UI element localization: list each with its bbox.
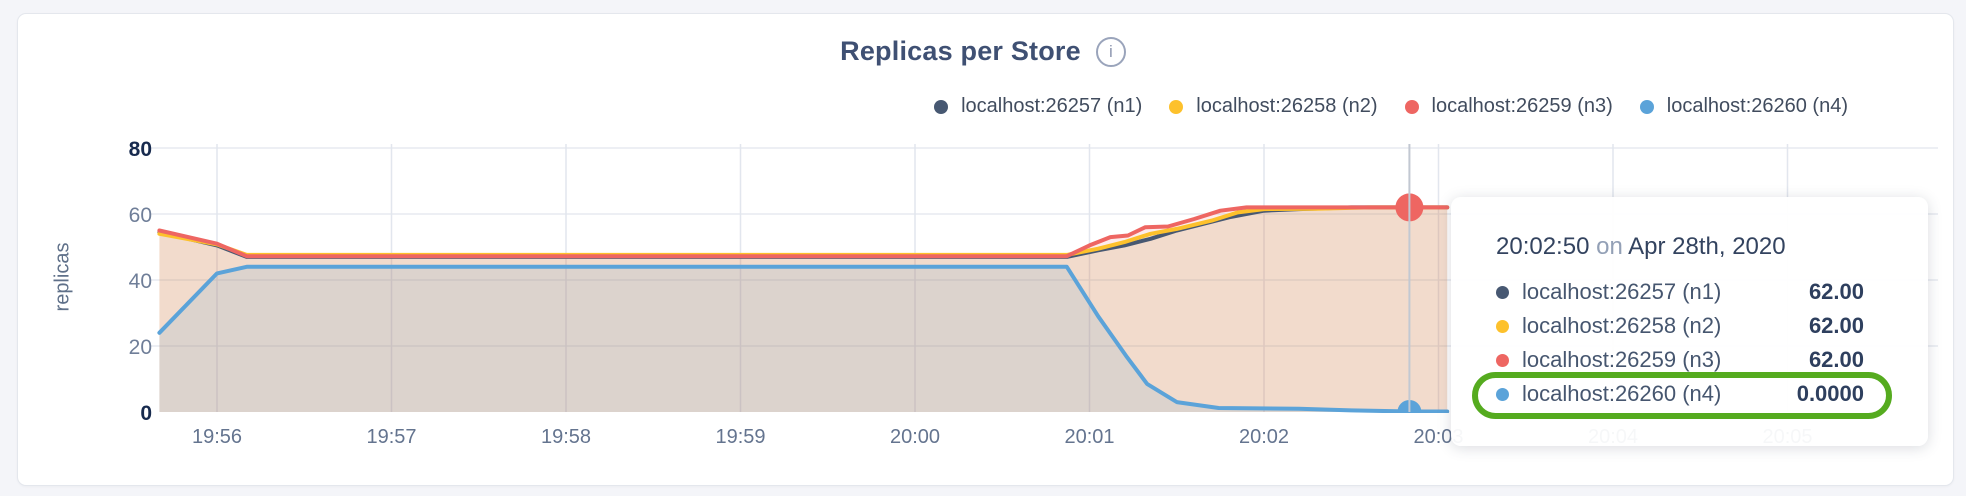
x-tick-label: 20:02 [1239, 426, 1289, 448]
x-tick-label: 20:01 [1064, 426, 1114, 448]
tooltip-series-value: 0.0000 [1796, 381, 1864, 406]
legend-item-n1[interactable]: localhost:26257 (n1) [934, 95, 1142, 118]
info-icon[interactable]: i [1095, 36, 1126, 67]
tooltip-row: localhost:26259 (n3) 62.00 [1496, 343, 1864, 377]
tooltip-time: 20:02:50 [1496, 233, 1590, 260]
x-tick-label: 19:57 [366, 426, 416, 448]
tooltip-series-value: 62.00 [1808, 313, 1864, 338]
tooltip-on-word: on [1589, 233, 1629, 260]
y-tick-label: 60 [129, 204, 152, 227]
tooltip-date: Apr 28th, 2020 [1628, 233, 1786, 260]
series-dot-icon [1496, 285, 1509, 299]
legend-dot-icon [1169, 99, 1184, 114]
series-line-n4 [157, 264, 1450, 413]
chart-header: Replicas per Store i [0, 36, 1966, 67]
legend-item-label: localhost:26257 (n1) [961, 95, 1143, 117]
tooltip-row-highlighted: localhost:26260 (n4) 0.0000 [1496, 377, 1864, 411]
y-tick-label: 80 [129, 138, 152, 161]
legend-item-label: localhost:26260 (n4) [1666, 95, 1848, 117]
chart-title: Replicas per Store [840, 36, 1081, 66]
hover-tooltip: 20:02:50 on Apr 28th, 2020 localhost:262… [1451, 197, 1928, 446]
legend-item-n3[interactable]: localhost:26259 (n3) [1404, 95, 1613, 118]
legend-item-n4[interactable]: localhost:26260 (n4) [1639, 95, 1848, 118]
x-tick-label: 20:00 [890, 426, 940, 448]
x-tick-label: 19:56 [192, 426, 242, 448]
tooltip-series-name: localhost:26260 (n4) [1522, 381, 1722, 406]
tooltip-row: localhost:26258 (n2) 62.00 [1496, 309, 1864, 343]
y-tick-label: 0 [140, 402, 152, 425]
legend-dot-icon [934, 99, 949, 114]
tooltip-series-value: 62.00 [1808, 347, 1864, 372]
tooltip-timestamp: 20:02:50 on Apr 28th, 2020 [1496, 233, 1864, 261]
tooltip-series-name: localhost:26258 (n2) [1522, 313, 1722, 338]
legend-dot-icon [1639, 99, 1654, 114]
area-fill-n4 [159, 266, 1448, 412]
y-axis-label: replicas [51, 242, 74, 312]
series-dot-icon [1496, 353, 1509, 367]
y-tick-label: 40 [129, 270, 152, 293]
y-tick-label: 20 [129, 336, 152, 359]
x-tick-label: 19:59 [715, 426, 765, 448]
tooltip-row: localhost:26257 (n1) 62.00 [1496, 275, 1864, 309]
legend-dot-icon [1404, 99, 1419, 114]
legend: localhost:26257 (n1) localhost:26258 (n2)… [934, 95, 1848, 118]
tooltip-series-value: 62.00 [1808, 279, 1864, 304]
series-dot-icon [1496, 319, 1509, 333]
tooltip-series-name: localhost:26259 (n3) [1522, 347, 1722, 372]
tooltip-series-name: localhost:26257 (n1) [1522, 279, 1722, 304]
legend-item-label: localhost:26259 (n3) [1431, 95, 1613, 117]
series-line-n3 [157, 205, 1450, 259]
legend-item-label: localhost:26258 (n2) [1196, 95, 1378, 117]
x-tick-label: 19:58 [541, 426, 591, 448]
tooltip-rows: localhost:26257 (n1) 62.00 localhost:26258… [1496, 275, 1864, 411]
legend-item-n2[interactable]: localhost:26258 (n2) [1169, 95, 1378, 118]
series-dot-icon [1496, 387, 1509, 401]
